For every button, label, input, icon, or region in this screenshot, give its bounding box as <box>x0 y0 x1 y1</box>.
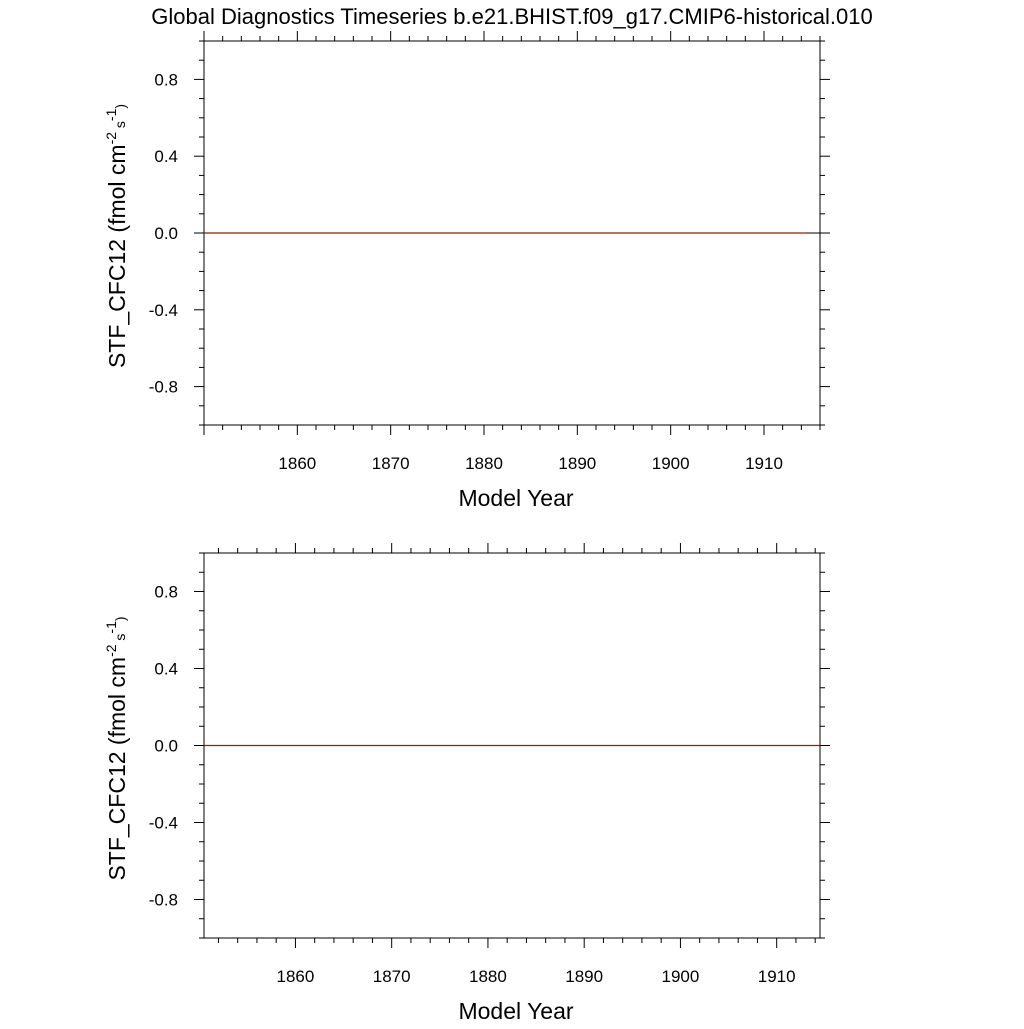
y-tick-label: 0.0 <box>154 224 178 243</box>
y-label-text: STF_CFC12 (fmol cm <box>104 144 130 368</box>
y-tick-label: -0.4 <box>149 301 178 320</box>
y-tick-label: 0.8 <box>154 70 178 89</box>
y-tick-label: -0.8 <box>149 378 178 397</box>
y-axis-label: STF_CFC12 (fmol cm-2 s-1) <box>103 616 130 880</box>
y-tick-label: 0.4 <box>154 660 178 679</box>
y-label-text: STF_CFC12 (fmol cm <box>104 657 130 881</box>
x-tick-label: 1900 <box>652 454 690 473</box>
y-label-text: s <box>112 634 128 645</box>
x-axis-label: Model Year <box>458 485 573 511</box>
y-label-exponent: -1 <box>103 108 119 121</box>
x-tick-label: 1870 <box>373 967 411 986</box>
x-tick-label: 1880 <box>469 967 507 986</box>
y-label-text: s <box>112 121 128 132</box>
y-tick-label: 0.4 <box>154 147 178 166</box>
y-tick-label: 0.0 <box>154 737 178 756</box>
x-axis-label: Model Year <box>458 998 573 1024</box>
x-tick-label: 1860 <box>278 454 316 473</box>
figure-title: Global Diagnostics Timeseries b.e21.BHIS… <box>151 4 872 29</box>
x-tick-label: 1860 <box>277 967 315 986</box>
chart-panel-2: 1860 1870 1880 1890 1900 1910 0.8 0.4 0.0 -0.4 -0.… <box>103 543 830 1024</box>
y-tick-label: 0.8 <box>154 583 178 602</box>
y-tick-label: -0.8 <box>149 891 178 910</box>
chart-panel-1: 1860 1870 1880 1890 1900 1910 0.8 0.4 0.0 -0.4 -0.… <box>103 31 830 511</box>
y-axis-label: STF_CFC12 (fmol cm-2 s-1) <box>103 104 130 368</box>
y-tick-label: -0.4 <box>149 814 178 833</box>
y-label-exponent: -2 <box>103 644 119 657</box>
x-tick-label: 1890 <box>565 967 603 986</box>
x-tick-label: 1890 <box>558 454 596 473</box>
x-tick-label: 1910 <box>758 967 796 986</box>
y-label-text: ) <box>112 616 128 621</box>
y-label-text: ) <box>112 104 128 109</box>
y-label-exponent: -2 <box>103 132 119 145</box>
y-label-exponent: -1 <box>103 621 119 634</box>
x-tick-label: 1870 <box>372 454 410 473</box>
x-tick-label: 1900 <box>662 967 700 986</box>
x-tick-label: 1910 <box>745 454 783 473</box>
x-tick-label: 1880 <box>465 454 503 473</box>
